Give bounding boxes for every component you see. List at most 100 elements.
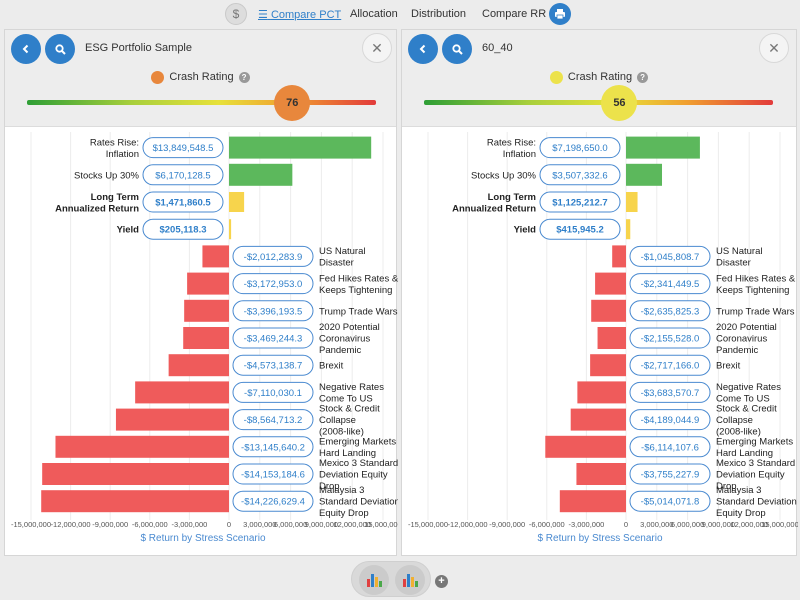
category-label: Negative Rates Come To US [319,382,384,405]
add-chart-button[interactable]: + [435,575,448,588]
value-label: -$5,014,071.8 [641,497,700,508]
search-button[interactable] [45,34,75,64]
category-label: Stocks Up 30% [74,170,139,181]
portfolio-panel-left: ESG Portfolio Sample ✕ Crash Rating ? 76… [4,29,402,556]
stress-chart: $13,849,548.5 Rates Rise: Inflation $6,170,… [5,128,402,556]
help-icon[interactable]: ? [238,71,250,83]
bar[interactable] [229,163,293,186]
back-button[interactable] [11,34,41,64]
bar[interactable] [184,299,229,322]
value-label: -$14,226,629.4 [241,497,305,508]
x-tick-label: 0 [624,520,628,529]
bar[interactable] [183,327,229,349]
bar[interactable] [115,408,229,431]
bar[interactable] [595,272,626,295]
value-label: -$3,172,953.0 [244,279,303,290]
close-icon: ✕ [371,39,383,56]
chart-switcher [351,561,431,597]
value-label: -$2,155,528.0 [641,334,700,345]
x-tick-label: 6,000,000 [274,520,307,529]
panel-header: ESG Portfolio Sample ✕ Crash Rating ? 76 [5,30,396,127]
bar[interactable] [135,381,229,404]
plus-icon: + [438,575,445,587]
compare-pct-tab[interactable]: ☰ Compare PCT [258,8,341,21]
value-label: $415,945.2 [556,225,604,236]
compare-rr-tab[interactable]: Compare RR [482,8,547,20]
bar[interactable] [229,192,245,212]
stress-chart-svg: $13,849,548.5 Rates Rise: Inflation $6,170,… [11,132,402,544]
value-label: -$2,341,449.5 [641,279,700,290]
bar[interactable] [229,219,232,240]
back-button[interactable] [408,34,438,64]
bar[interactable] [202,245,229,268]
bar[interactable] [187,272,229,295]
panel-header: 60_40 ✕ Crash Rating ? 56 [402,30,796,127]
value-label: -$2,012,283.9 [244,252,303,263]
value-pill [232,436,314,458]
bar[interactable] [168,354,229,377]
category-label: Fed Hikes Rates & Keeps Tightening [319,273,398,296]
value-pill [629,409,711,431]
category-label: Fed Hikes Rates & Keeps Tightening [716,273,796,296]
crash-gauge-knob[interactable]: 56 [601,85,638,121]
bar[interactable] [612,245,626,268]
bar[interactable] [545,435,626,458]
bar-chart-button[interactable] [395,565,425,595]
value-label: $6,170,128.5 [155,170,210,181]
portfolio-name: 60_40 [482,42,513,54]
bar[interactable] [597,327,626,349]
value-label: -$4,189,044.9 [641,415,700,426]
category-label: Malaysia 3 Standard Deviation Equity Drop [319,485,398,519]
bar[interactable] [570,408,626,431]
help-icon[interactable]: ? [637,71,649,83]
bar[interactable] [626,163,663,186]
value-label: $1,125,212.7 [552,198,607,209]
value-label: -$3,469,244.3 [244,334,303,345]
x-tick-label: 3,000,000 [243,520,276,529]
bar-chart-button[interactable] [359,565,389,595]
value-pill [539,218,621,240]
x-tick-label: 9,000,000 [305,520,338,529]
bar[interactable] [626,219,631,240]
category-label: 2020 Potential Coronavirus Pandemic [716,322,777,356]
crash-rating-row: Crash Rating ? [5,69,396,85]
bar[interactable] [42,463,229,485]
value-pill [232,354,314,376]
bar[interactable] [576,463,626,485]
bar[interactable] [55,435,229,458]
x-tick-label: -15,000,000 [11,520,51,529]
bar[interactable] [626,136,700,159]
allocation-tab[interactable]: Allocation [350,8,398,20]
chevron-left-icon [22,44,29,54]
dollar-toggle[interactable]: $ [225,3,247,25]
print-button[interactable] [549,3,571,25]
category-label: Rates Rise: Inflation [90,137,139,160]
bar[interactable] [41,490,229,513]
value-pill [232,409,314,431]
bar[interactable] [559,490,626,513]
search-button[interactable] [442,34,472,64]
stress-chart: $7,198,650.0 Rates Rise: Inflation $3,507,3… [402,128,799,556]
value-pill [142,191,224,213]
x-tick-label: -6,000,000 [132,520,168,529]
value-label: $205,118.3 [159,225,206,236]
bar[interactable] [577,381,626,404]
crash-rating-label: Crash Rating [169,71,234,83]
bar[interactable] [591,299,626,322]
value-pill [539,137,621,159]
bar[interactable] [626,192,638,212]
bar[interactable] [590,354,626,377]
value-pill [539,164,621,186]
close-button[interactable]: ✕ [759,33,789,63]
value-label: -$3,396,193.5 [244,306,303,317]
close-button[interactable]: ✕ [362,33,392,63]
crash-gauge-knob[interactable]: 76 [274,85,311,121]
bar[interactable] [229,136,372,159]
category-label: Long Term Annualized Return [452,192,536,215]
crash-rating-label: Crash Rating [567,71,633,83]
category-label: US Natural Disaster [319,246,365,269]
distribution-tab[interactable]: Distribution [411,8,467,20]
x-tick-label: 15,000,000 [761,520,798,529]
category-label: Negative Rates Come To US [716,382,781,405]
value-pill [629,354,711,376]
